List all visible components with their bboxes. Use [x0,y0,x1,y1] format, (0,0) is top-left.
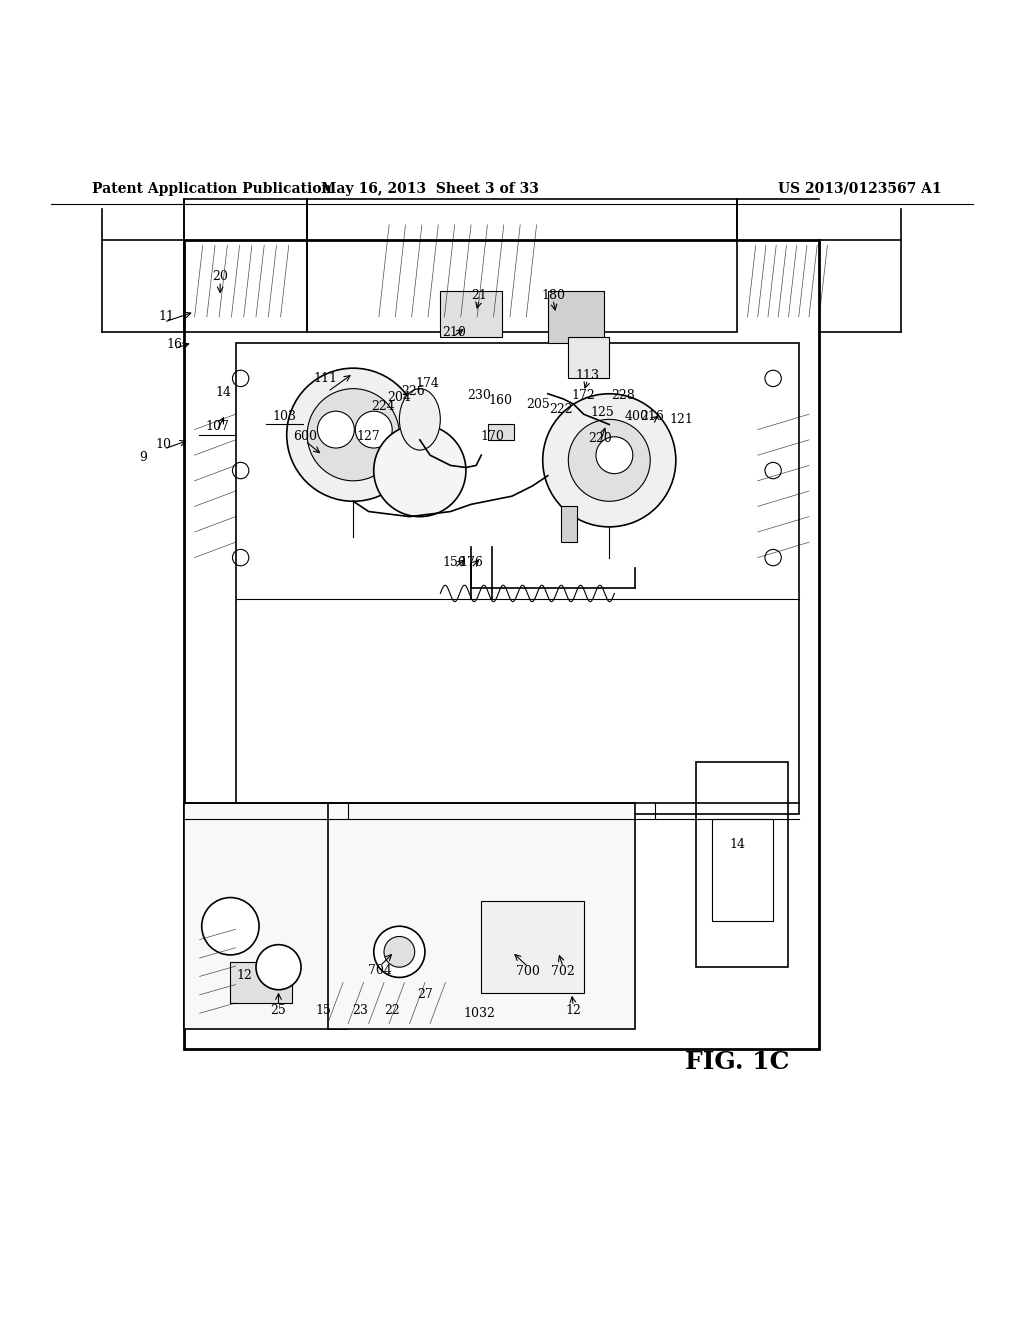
Text: 21: 21 [471,289,487,302]
Text: 1032: 1032 [463,1007,496,1020]
Text: 230: 230 [467,389,492,403]
Text: 228: 228 [610,389,635,403]
Bar [696,763,788,968]
Text: 14: 14 [215,387,231,399]
Text: 16: 16 [166,338,182,351]
Text: 12: 12 [565,1003,582,1016]
Text: 113: 113 [575,368,600,381]
Text: US 2013/0123567 A1: US 2013/0123567 A1 [778,182,942,195]
Text: 23: 23 [352,1003,369,1016]
Text: 150: 150 [442,556,467,569]
Text: 224: 224 [371,400,395,413]
Text: 174: 174 [415,378,439,389]
Text: 11: 11 [159,310,175,323]
Circle shape [202,898,259,954]
Circle shape [568,420,650,502]
Text: 220: 220 [588,433,612,445]
Text: 160: 160 [488,395,513,408]
Text: 216: 216 [640,409,665,422]
Bar [481,900,584,993]
Ellipse shape [399,388,440,450]
Text: Patent Application Publication: Patent Application Publication [92,182,332,195]
Text: 10: 10 [156,438,172,451]
Circle shape [355,411,392,447]
Circle shape [374,425,466,516]
Text: May 16, 2013  Sheet 3 of 33: May 16, 2013 Sheet 3 of 33 [322,182,539,195]
Text: 121: 121 [669,413,693,426]
Text: 27: 27 [417,989,433,1002]
Circle shape [287,368,420,502]
Bar [561,507,577,543]
Text: 205: 205 [525,397,550,411]
Bar [307,199,737,333]
Bar [712,818,773,921]
Text: 25: 25 [270,1003,287,1016]
Text: 702: 702 [551,965,575,978]
Bar [184,804,348,1028]
Bar [440,292,502,338]
Text: 400: 400 [625,409,649,422]
Text: 12: 12 [237,969,253,982]
Text: 127: 127 [356,430,381,444]
Text: 226: 226 [400,385,425,399]
Text: 176: 176 [459,556,483,569]
Bar [184,199,307,333]
Circle shape [256,945,301,990]
Bar [568,338,609,379]
Bar [488,425,514,440]
Circle shape [543,393,676,527]
Circle shape [384,936,415,968]
Text: 172: 172 [571,389,596,403]
Text: 14: 14 [729,838,745,851]
Text: 170: 170 [480,430,505,444]
Text: FIG. 1C: FIG. 1C [685,1051,790,1074]
Bar [184,240,819,1049]
Text: 222: 222 [549,403,573,416]
Text: 22: 22 [384,1003,400,1016]
Text: 107: 107 [205,420,229,433]
Bar [548,292,604,343]
Circle shape [374,927,425,977]
Text: 704: 704 [368,964,392,977]
Text: 600: 600 [293,430,317,444]
Text: 700: 700 [516,965,541,978]
Text: 210: 210 [441,326,466,339]
Bar [236,343,799,813]
Text: 180: 180 [541,289,565,302]
Text: 15: 15 [315,1003,332,1016]
Circle shape [307,388,399,480]
Text: 204: 204 [387,391,412,404]
Text: 9: 9 [139,450,147,463]
Circle shape [596,437,633,474]
Circle shape [317,411,354,447]
Bar [328,804,635,1028]
Text: 20: 20 [212,269,228,282]
Text: 111: 111 [313,372,338,385]
Text: 125: 125 [590,405,614,418]
Text: 103: 103 [272,409,297,422]
Bar [230,962,292,1003]
